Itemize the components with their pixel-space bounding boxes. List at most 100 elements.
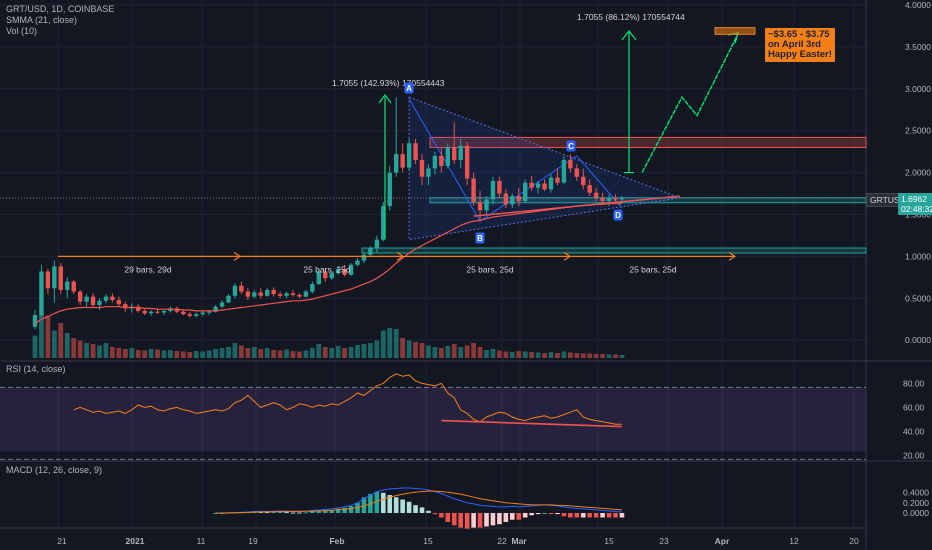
candle-body-84 [574,168,579,177]
target-line-2: on April 3rd [768,39,821,50]
candle-39 [284,291,289,299]
macd-line [215,487,622,514]
candle-17 [142,308,147,316]
candle-body-88 [600,197,605,202]
candle-43 [310,281,315,294]
macd-hist-bar-48 [522,513,528,518]
candle-body-78 [535,183,541,188]
candle-33 [245,288,251,300]
volume-bar-42 [303,350,309,358]
volume-bar-49 [348,347,354,358]
candle-35 [258,288,263,299]
base-zone [361,247,867,254]
candle-29 [219,299,225,309]
time-tick-12: 20 [849,536,859,546]
macd-hist-bar-21 [348,506,354,513]
volume-bar-57 [400,338,406,358]
candle-46 [329,271,334,280]
legend-symbol[interactable]: GRT/USD, 1D, COINBASE [6,4,115,14]
pattern-point-2: C [568,142,574,151]
candle-31 [232,283,238,299]
candle-body-30 [226,295,231,303]
legend-rsi[interactable]: RSI (14, close) [6,364,66,374]
macd-hist-bar-57 [580,513,586,518]
candle-77 [529,175,534,192]
smma-line [34,203,622,324]
candle-body-54 [381,206,386,240]
volume-bar-67 [464,345,470,358]
legend-smma[interactable]: SMMA (21, close) [6,15,78,25]
candle-51 [361,252,367,264]
price-tick-7: 0.5000 [905,293,931,303]
volume-bar-12 [110,347,115,358]
volume-bar-41 [297,351,302,358]
macd-hist-bar-62 [613,513,618,518]
volume-bar-11 [103,343,109,358]
pattern-point-0: A [406,84,412,93]
candle-body-76 [523,182,528,202]
candle-49 [348,263,354,276]
candle-5 [65,277,70,299]
volume-bar-30 [226,347,231,358]
volume-bar-75 [516,351,522,358]
macd-hist-bar-26 [381,492,386,513]
candle-body-82 [561,160,567,183]
candle-body-7 [77,291,83,302]
volume-bar-44 [316,344,322,358]
volume-bar-72 [497,350,502,358]
volume-bar-64 [445,346,451,358]
volume-bar-78 [535,352,541,358]
candle-body-57 [400,154,405,168]
candle-body-39 [284,293,289,296]
candle-87 [593,187,599,202]
candle-8 [84,294,89,307]
candle-body-32 [239,285,244,292]
volume-bar-71 [490,349,496,358]
bar-count-label-3: 25 bars, 25d [629,264,677,274]
macd-hist-bar-37 [451,513,457,526]
volume-bar-3 [51,330,57,358]
volume-bar-16 [135,350,141,358]
volume-bar-20 [161,350,167,358]
candle-67 [464,142,470,186]
legend-macd[interactable]: MACD (12, 26, close, 9) [6,465,103,475]
volume-bar-62 [432,347,438,358]
macd-hist-bar-61 [606,513,612,518]
candle-body-27 [206,311,212,313]
candle-41 [297,293,302,299]
macd-hist-bar-58 [587,513,592,518]
legend-vol[interactable]: Vol (10) [6,26,38,36]
macd-hist-bar-22 [355,502,360,513]
candle-body-18 [148,311,154,314]
pattern-point-bg-2 [566,140,576,152]
volume-bar-53 [374,340,380,358]
price-tick-3: 2.5000 [905,126,931,136]
macd-hist-bar-39 [464,513,470,529]
candle-body-73 [503,193,509,205]
candle-body-34 [252,292,257,297]
volume-bar-13 [116,348,122,358]
candle-body-22 [174,308,180,312]
candle-56 [394,97,399,177]
macd-hist-bar-60 [600,513,605,518]
volume-bar-35 [258,349,264,358]
measure-label-2: 1.7055 (86.12%) 170554744 [577,12,685,22]
volume-bar-39 [284,349,289,358]
candle-30 [226,294,231,304]
time-tick-3: 19 [248,536,258,546]
candle-body-69 [477,201,483,211]
candle-73 [503,189,509,208]
volume-bar-17 [142,350,148,358]
volume-bar-65 [451,344,457,358]
macd-hist-bar-19 [335,508,341,513]
resistance-zone [429,136,867,148]
candle-34 [252,289,257,299]
volume-bar-86 [587,353,593,358]
candle-body-91 [619,197,625,200]
volume-bar-34 [251,347,257,358]
macd-hist-bar-51 [542,513,547,514]
volume-bar-32 [239,345,244,358]
countdown: 02:48:32 [901,204,932,214]
rsi-tick-3: 20.00 [903,450,925,460]
